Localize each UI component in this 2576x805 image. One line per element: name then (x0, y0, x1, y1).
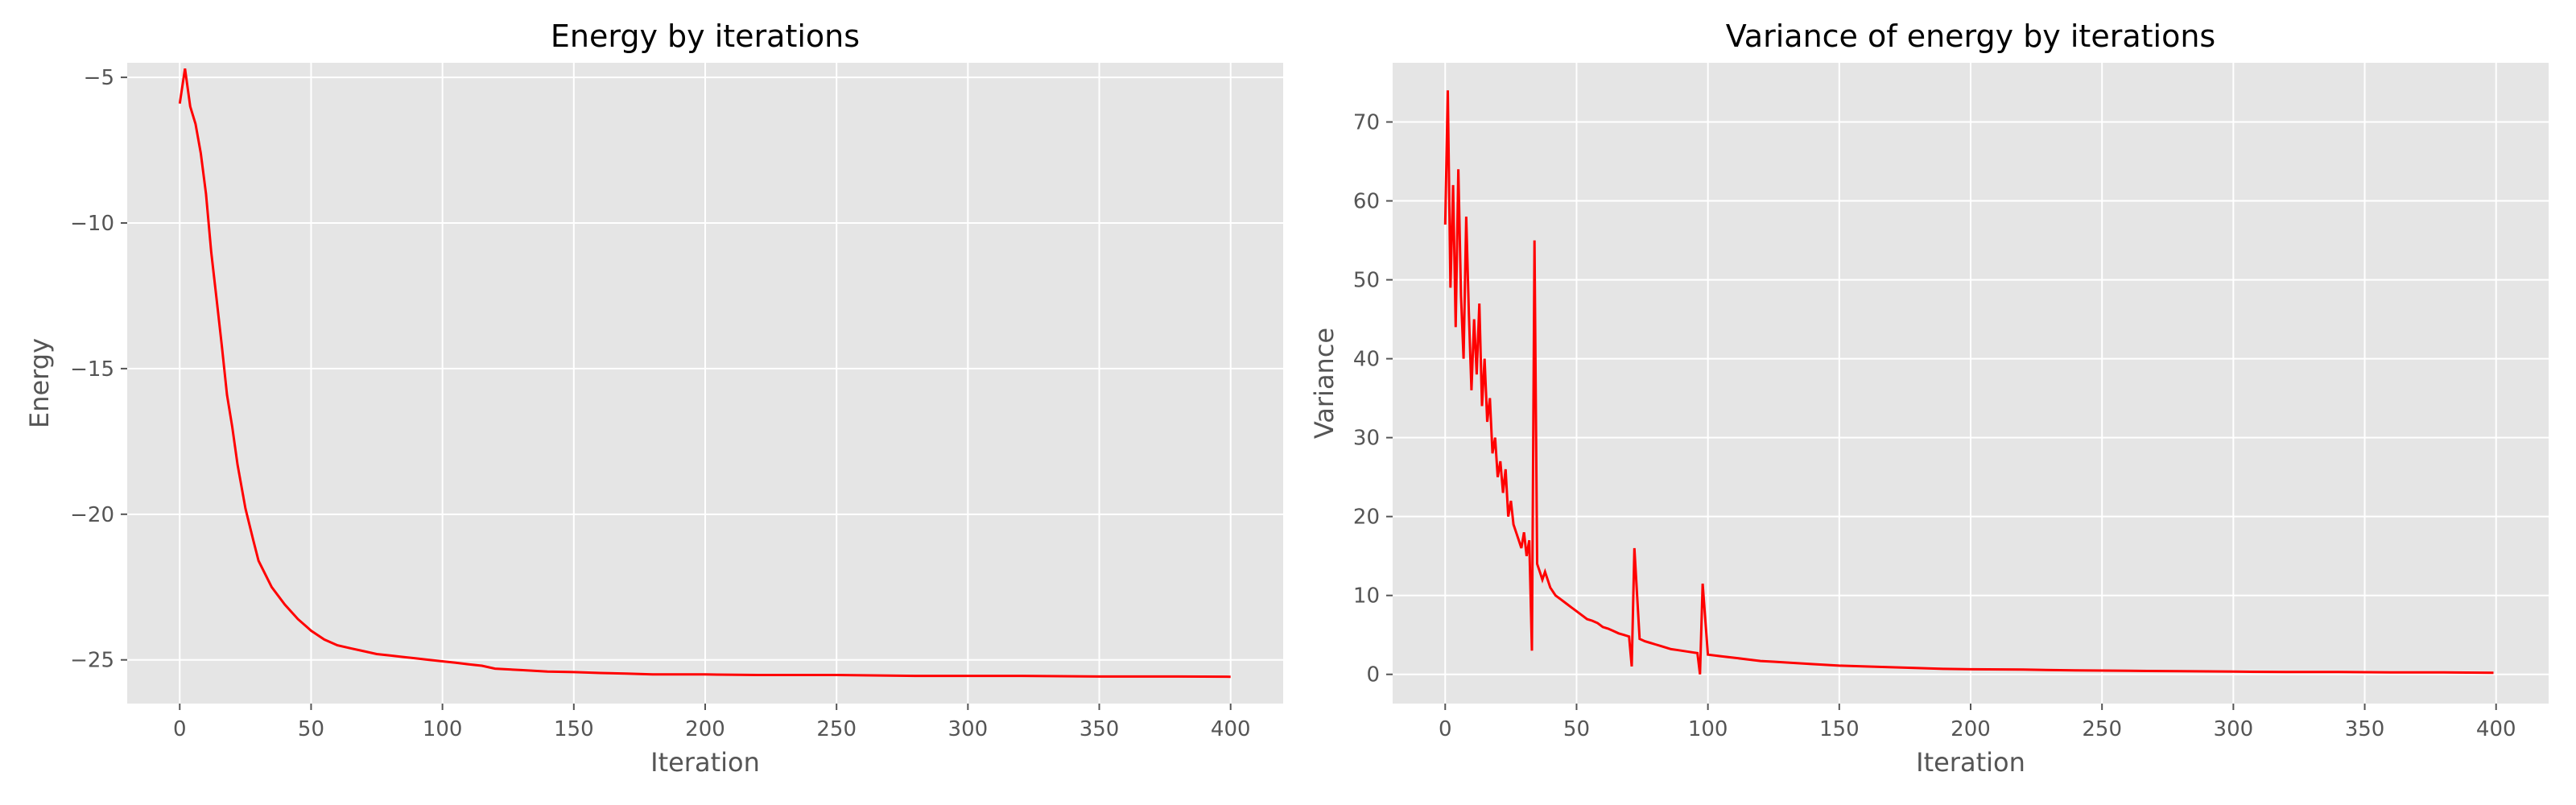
y-tick-label: 50 (1353, 269, 1380, 293)
y-tick-label: 30 (1353, 427, 1380, 451)
x-tick-label: 50 (1563, 717, 1590, 741)
chart-title: Energy by iterations (551, 19, 860, 54)
x-tick-label: 300 (2214, 717, 2254, 741)
y-tick-label: −5 (84, 66, 114, 90)
y-tick-label: −15 (70, 357, 114, 382)
x-tick-label: 150 (1819, 717, 1860, 741)
x-tick-label: 400 (1211, 717, 1251, 741)
x-tick-label: 100 (423, 717, 463, 741)
x-axis-label: Iteration (1916, 747, 2025, 778)
x-axis-label: Iteration (650, 747, 760, 778)
x-tick-label: 200 (685, 717, 725, 741)
y-tick-label: 70 (1353, 111, 1380, 135)
x-tick-label: 400 (2476, 717, 2516, 741)
x-tick-label: 150 (554, 717, 594, 741)
y-axis-label: Energy (24, 338, 55, 428)
y-tick-label: −20 (70, 503, 114, 527)
x-tick-label: 350 (1080, 717, 1120, 741)
x-tick-label: 200 (1951, 717, 1991, 741)
y-axis-label: Variance (1309, 328, 1340, 439)
x-tick-label: 300 (948, 717, 989, 741)
x-tick-label: 50 (298, 717, 324, 741)
energy-chart: Energy by iterations Iteration Energy 0 5… (24, 19, 1283, 778)
y-tick-label: 10 (1353, 584, 1380, 609)
y-tick-label: 40 (1353, 348, 1380, 372)
y-tick-label: 20 (1353, 506, 1380, 530)
y-tick-label: −10 (70, 212, 114, 236)
x-tick-label: 100 (1688, 717, 1728, 741)
x-tick-label: 0 (1439, 717, 1452, 741)
x-tick-label: 250 (816, 717, 857, 741)
series-line (1443, 90, 2494, 675)
y-tick-label: 60 (1353, 190, 1380, 214)
chart-title: Variance of energy by iterations (1726, 19, 2215, 54)
y-tick-label: 0 (1366, 663, 1380, 687)
series-line (178, 68, 1231, 679)
x-tick-label: 0 (173, 717, 187, 741)
x-tick-label: 250 (2082, 717, 2122, 741)
variance-chart: Variance of energy by iterations Iterati… (1309, 19, 2549, 778)
y-tick-label: −25 (70, 649, 114, 673)
x-tick-label: 350 (2345, 717, 2385, 741)
